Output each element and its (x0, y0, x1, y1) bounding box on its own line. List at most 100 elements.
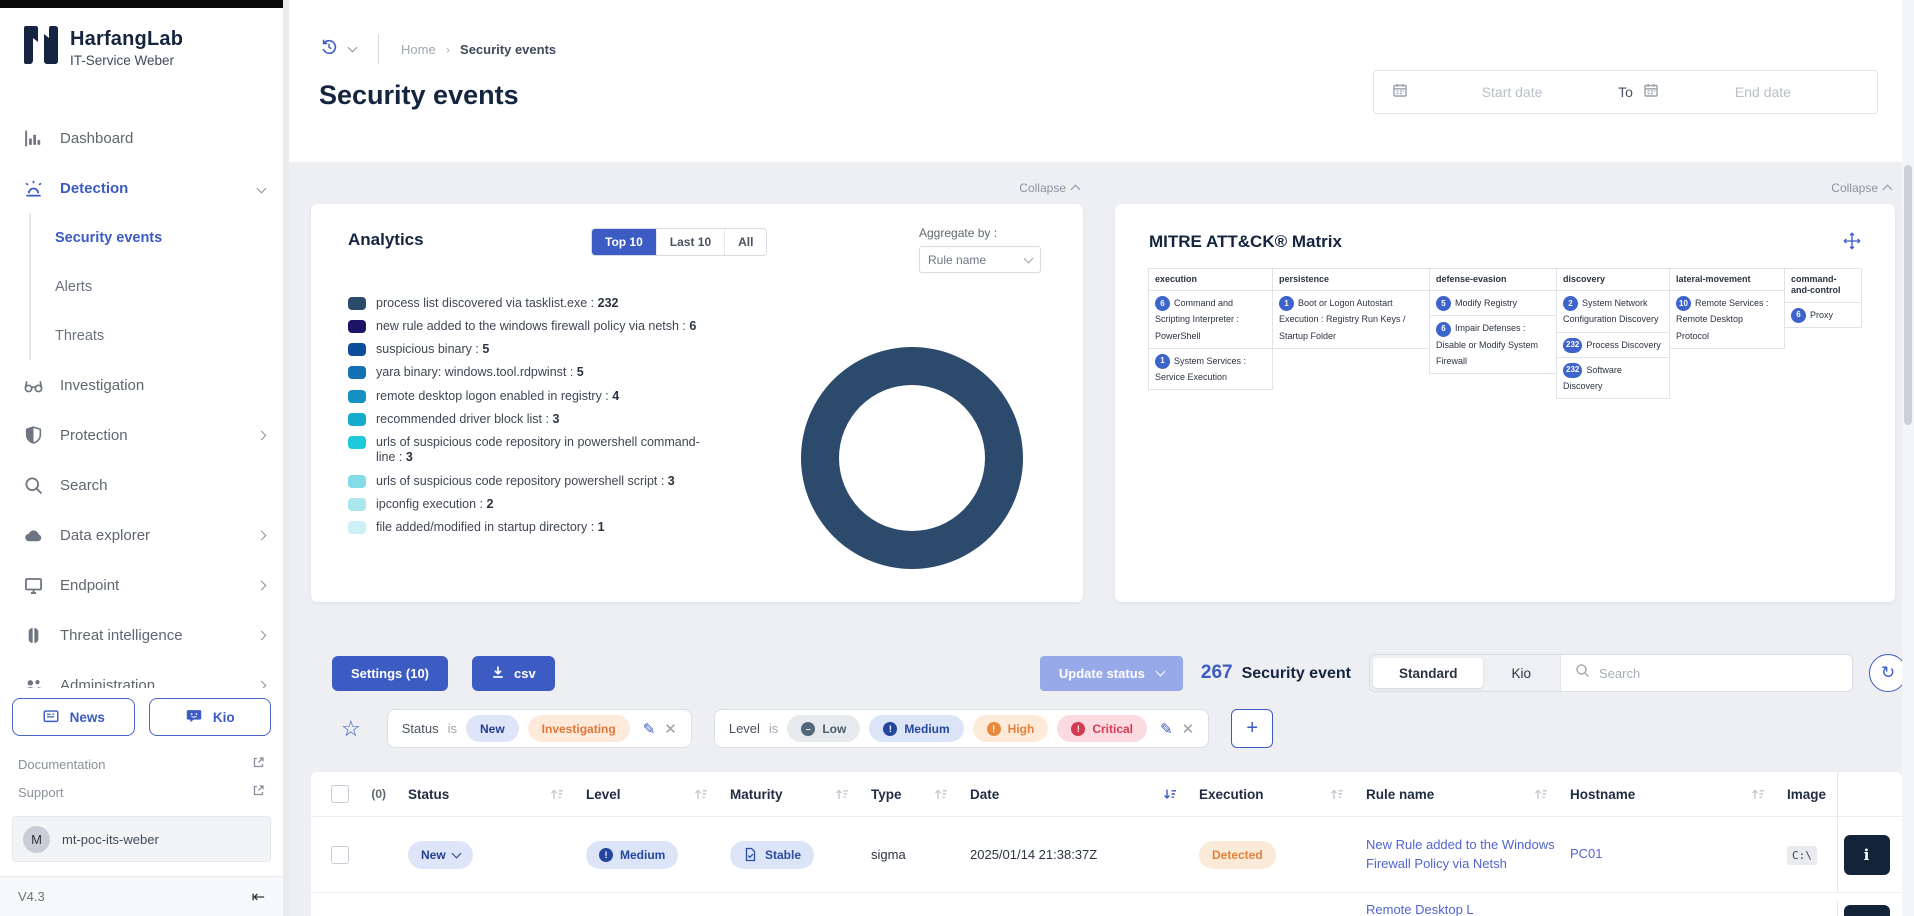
legend-item[interactable]: recommended driver block list : 3 (348, 412, 711, 428)
brand-logo[interactable]: HarfangLab IT-Service Weber (0, 8, 283, 71)
breadcrumb-home[interactable]: Home (401, 41, 436, 57)
kio-button[interactable]: Kio (148, 698, 271, 736)
column-header-rule-name[interactable]: Rule name (1358, 787, 1562, 802)
sidebar-subitem-security-events[interactable]: Security events (55, 229, 163, 246)
legend-item[interactable]: urls of suspicious code repository power… (348, 474, 711, 490)
mitre-technique-cell[interactable]: 5 Modify Registry (1429, 290, 1557, 317)
legend-item[interactable]: process list discovered via tasklist.exe… (348, 296, 711, 312)
row-rule-name-link[interactable]: New Rule added to the Windows Firewall P… (1366, 837, 1555, 871)
history-chevron-icon[interactable] (347, 42, 358, 53)
legend-item[interactable]: remote desktop logon enabled in registry… (348, 389, 711, 405)
mitre-technique-cell[interactable]: 1 System Services : Service Execution (1148, 347, 1273, 391)
column-header-date[interactable]: Date (962, 787, 1191, 802)
legend-item[interactable]: urls of suspicious code repository in po… (348, 435, 711, 466)
column-header-hostname[interactable]: Hostname (1562, 787, 1779, 802)
mitre-technique-cell[interactable]: 232 Software Discovery (1556, 356, 1670, 400)
view-tab-standard[interactable]: Standard (1372, 658, 1484, 688)
mitre-technique-cell[interactable]: 6 Proxy (1784, 301, 1862, 328)
legend-item[interactable]: ipconfig execution : 2 (348, 497, 711, 513)
add-filter-button[interactable]: + (1231, 709, 1274, 748)
filter-pill-new[interactable]: New (465, 715, 519, 742)
vertical-scrollbar[interactable] (1902, 0, 1914, 916)
row-info-button[interactable]: i (1843, 834, 1890, 875)
sidebar-subitem-threats[interactable]: Threats (55, 327, 105, 344)
legend-item[interactable]: yara binary: windows.tool.rdpwinst : 5 (348, 365, 711, 381)
filter-pill-medium[interactable]: ! Medium (869, 715, 964, 742)
analytics-tab-top-10[interactable]: Top 10 (592, 229, 656, 255)
mitre-technique-cell[interactable]: 2 System Network Configuration Discovery (1556, 290, 1670, 333)
sidebar-item-detection[interactable]: Detection (0, 163, 283, 213)
settings-button[interactable]: Settings (10) (332, 655, 449, 691)
mitre-technique-cell[interactable]: 1 Boot or Logon Autostart Execution : Reg… (1272, 290, 1430, 349)
sidebar-item-dashboard[interactable]: Dashboard (0, 113, 283, 163)
move-panel-icon[interactable] (1843, 232, 1861, 255)
sort-icon[interactable] (1751, 788, 1765, 801)
row-hostname-link[interactable]: PC01 (1570, 846, 1603, 862)
support-link[interactable]: Support (0, 778, 283, 806)
column-header-level[interactable]: Level (578, 787, 722, 802)
column-header-image[interactable]: Image (1787, 786, 1827, 802)
filter-pill-high[interactable]: ! High (972, 715, 1049, 742)
edit-filter-icon[interactable]: ✎ (1160, 720, 1173, 738)
sort-icon[interactable] (550, 788, 564, 801)
search-input[interactable]: Search (1560, 655, 1852, 691)
sort-desc-icon[interactable] (1163, 788, 1177, 801)
filter-pill-low[interactable]: – Low (787, 715, 861, 742)
view-tab-kio[interactable]: Kio (1511, 665, 1531, 681)
analytics-tab-all[interactable]: All (724, 229, 766, 255)
sidebar-item-endpoint[interactable]: Endpoint (0, 560, 283, 610)
scrollbar-thumb[interactable] (1904, 165, 1912, 425)
documentation-link[interactable]: Documentation (0, 750, 283, 778)
favorite-filter-icon[interactable]: ☆ (341, 715, 361, 741)
threat-intelligence-icon (22, 624, 44, 646)
column-header-status[interactable]: Status (400, 787, 578, 802)
filter-pill-critical[interactable]: ! Critical (1057, 715, 1148, 742)
legend-item[interactable]: new rule added to the windows firewall p… (348, 319, 711, 335)
sidebar-item-protection[interactable]: Protection (0, 410, 283, 460)
sort-icon[interactable] (1330, 788, 1344, 801)
csv-export-button[interactable]: csv (472, 655, 555, 691)
collapse-analytics-link[interactable]: Collapse (1019, 176, 1081, 200)
mitre-technique-cell[interactable]: 232 Process Discovery (1556, 331, 1670, 358)
collapse-mitre-link[interactable]: Collapse (1831, 176, 1893, 200)
row-rule-name-link[interactable]: Remote Desktop L (1366, 902, 1474, 916)
mitre-technique-cell[interactable]: 6 Command and Scripting Interpreter : Pow… (1148, 290, 1273, 349)
select-all-checkbox[interactable] (331, 785, 349, 803)
update-status-button[interactable]: Update status (1039, 655, 1183, 691)
column-header-maturity[interactable]: Maturity (722, 787, 863, 802)
column-header-execution[interactable]: Execution (1191, 787, 1358, 802)
analytics-tab-last-10[interactable]: Last 10 (655, 229, 724, 255)
remove-filter-icon[interactable]: ✕ (664, 720, 677, 738)
aggregate-select[interactable]: Rule name (919, 246, 1041, 273)
news-button[interactable]: News (12, 698, 135, 736)
row-checkbox[interactable] (331, 845, 349, 864)
end-date-field[interactable]: End date (1643, 82, 1859, 103)
row-status-dropdown[interactable]: New (408, 840, 473, 869)
sort-icon[interactable] (694, 788, 708, 801)
sort-icon[interactable] (1534, 788, 1548, 801)
sort-icon[interactable] (934, 788, 948, 801)
sidebar-item-data-explorer[interactable]: Data explorer (0, 510, 283, 560)
column-header-type[interactable]: Type (863, 787, 962, 802)
history-icon[interactable] (319, 37, 339, 62)
donut-chart[interactable] (801, 347, 1023, 569)
mitre-technique-cell[interactable]: 6 Impair Defenses : Disable or Modify Sys… (1429, 315, 1557, 374)
user-menu[interactable]: M mt-poc-its-weber (12, 816, 271, 862)
legend-item[interactable]: file added/modified in startup directory… (348, 520, 711, 536)
sidebar-item-threat-intelligence[interactable]: Threat intelligence (0, 610, 283, 660)
row-info-button[interactable]: i (1843, 905, 1890, 916)
table-row-partial[interactable]: Remote Desktop L i (311, 892, 1902, 916)
mitre-technique-cell[interactable]: 10 Remote Services : Remote Desktop Proto… (1669, 290, 1785, 349)
sidebar-item-search[interactable]: Search (0, 460, 283, 510)
legend-item[interactable]: suspicious binary : 5 (348, 342, 711, 358)
table-row[interactable]: New ! Medium Stable sigma 2025/01/14 21:3… (311, 816, 1902, 892)
start-date-field[interactable]: Start date (1392, 82, 1608, 103)
sort-icon[interactable] (835, 788, 849, 801)
sidebar-item-investigation[interactable]: Investigation (0, 360, 283, 410)
filter-pill-investigating[interactable]: Investigating (527, 715, 630, 742)
refresh-button[interactable]: ↻ (1869, 654, 1907, 692)
edit-filter-icon[interactable]: ✎ (642, 720, 656, 738)
collapse-sidebar-icon[interactable]: ⇤ (251, 888, 265, 906)
remove-filter-icon[interactable]: ✕ (1181, 720, 1195, 738)
sidebar-subitem-alerts[interactable]: Alerts (55, 278, 93, 295)
